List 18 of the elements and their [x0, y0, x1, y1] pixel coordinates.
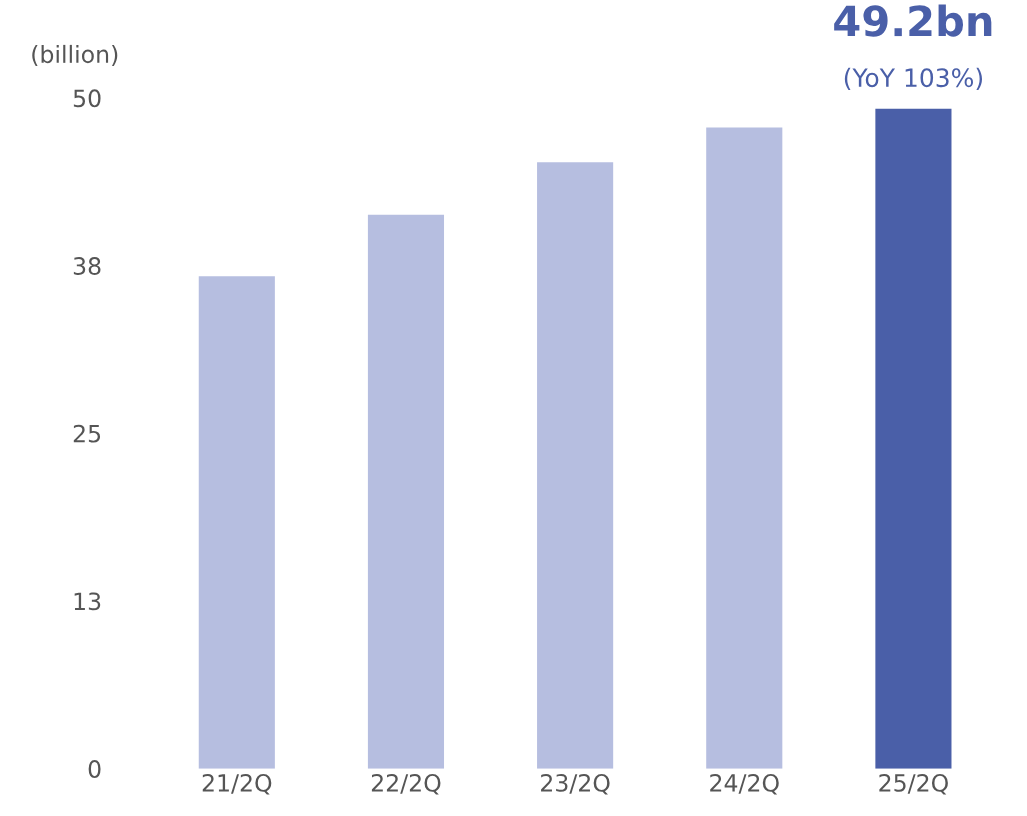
annotation: (YoY 103%): [844, 67, 982, 91]
bar: [198, 276, 275, 769]
bar: [706, 127, 783, 769]
x-tick-label: 25/2Q: [879, 773, 948, 795]
bar: [537, 162, 614, 769]
x-tick-label: 24/2Q: [710, 773, 779, 795]
x-tick-label: 23/2Q: [541, 773, 610, 795]
bar: [875, 108, 952, 769]
bar: [367, 214, 445, 769]
data-label: 49.2bn: [834, 4, 992, 37]
y-tick-label: 25: [73, 424, 101, 443]
y-tick-label: 50: [73, 89, 101, 108]
y-tick-label: 13: [74, 592, 101, 611]
y-tick-label: 0: [88, 760, 101, 778]
x-tick-label: 22/2Q: [371, 773, 441, 795]
y-tick-label: 38: [73, 257, 101, 275]
x-tick-label: 21/2Q: [202, 773, 272, 795]
y-axis-title: (billion): [32, 44, 118, 66]
